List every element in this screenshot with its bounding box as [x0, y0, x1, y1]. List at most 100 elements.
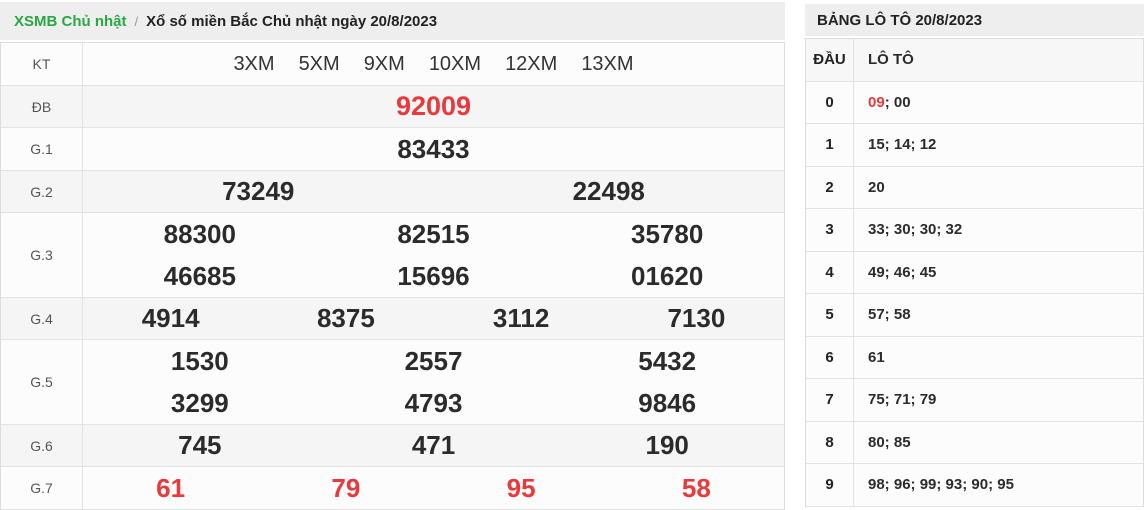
result-number: 5432: [638, 345, 697, 376]
prize-row-g1: G.1 83433: [1, 128, 784, 171]
loto-dau: 1: [806, 124, 854, 166]
result-number: 88300: [163, 218, 236, 249]
prize-label: G.7: [1, 467, 83, 509]
prize-row-g7: G.7 61 79 95 58: [1, 467, 784, 510]
kt-value: 13XM: [581, 52, 634, 75]
loto-values: 61: [868, 348, 885, 366]
result-number: 3299: [170, 387, 229, 418]
prize-row-db: ĐB 92009: [1, 86, 784, 128]
result-number: 15696: [397, 260, 470, 291]
loto-values: 09; 00: [854, 82, 1143, 124]
result-number: 8375: [316, 303, 375, 333]
result-number: 83433: [397, 133, 470, 164]
loto-header-dau: ĐẦU: [806, 39, 854, 81]
loto-header-row: ĐẦU LÔ TÔ: [806, 39, 1143, 82]
result-number: 190: [645, 430, 689, 460]
loto-values: 49; 46; 45: [868, 263, 937, 281]
kt-value: 10XM: [428, 52, 482, 75]
loto-row-3: 3 33; 30; 30; 32: [806, 209, 1143, 252]
result-number: 46685: [163, 260, 236, 291]
loto-row-8: 8 80; 85: [806, 421, 1143, 464]
loto-dau: 6: [806, 336, 854, 378]
result-number: 01620: [631, 260, 704, 291]
result-number: 92009: [395, 91, 472, 121]
result-line: 88300 82515 35780: [83, 213, 784, 255]
prize-row-g4: G.4 4914 8375 3112 7130: [1, 298, 784, 340]
breadcrumb-separator: /: [134, 13, 139, 29]
loto-values: 33; 30; 30; 32: [868, 221, 963, 239]
loto-value-red: 09: [868, 93, 885, 111]
kt-value: 3XM: [233, 52, 275, 75]
kt-values: 3XM 5XM 9XM 10XM 12XM 13XM: [83, 43, 784, 85]
loto-values: 20: [868, 178, 885, 196]
loto-title: BẢNG LÔ TÔ 20/8/2023: [805, 4, 1144, 36]
result-number: 3112: [492, 303, 550, 333]
loto-values: 57; 58: [868, 306, 911, 324]
result-number: 82515: [397, 218, 470, 249]
loto-row-0: 0 09; 00: [806, 81, 1143, 124]
loto-header-loto: LÔ TÔ: [868, 51, 914, 69]
loto-panel: BẢNG LÔ TÔ 20/8/2023 ĐẦU LÔ TÔ 0 09; 00 …: [805, 0, 1144, 508]
result-number: 471: [411, 430, 456, 460]
loto-row-1: 1 15; 14; 12: [806, 124, 1143, 167]
loto-table: ĐẦU LÔ TÔ 0 09; 00 1 15; 14; 12 2 20 3 3…: [805, 38, 1144, 507]
breadcrumb: XSMB Chủ nhật / Xổ số miền Bắc Chủ nhật …: [0, 2, 785, 40]
kt-value: 5XM: [298, 52, 340, 75]
loto-row-6: 6 61: [806, 336, 1143, 379]
loto-row-5: 5 57; 58: [806, 294, 1143, 337]
loto-dau: 9: [806, 464, 854, 506]
loto-value: ; 00: [884, 93, 911, 111]
loto-row-2: 2 20: [806, 166, 1143, 209]
breadcrumb-link-xsmb[interactable]: XSMB Chủ nhật: [14, 12, 127, 30]
result-number: 2557: [404, 345, 463, 376]
result-number: 58: [681, 472, 711, 503]
prize-label: G.3: [1, 213, 83, 297]
prize-label: KT: [1, 43, 83, 85]
loto-values: 75; 71; 79: [868, 391, 937, 409]
result-number: 79: [331, 472, 361, 503]
prize-row-kt: KT 3XM 5XM 9XM 10XM 12XM 13XM: [1, 43, 784, 86]
prize-row-g2: G.2 73249 22498: [1, 171, 784, 213]
result-number: 73249: [222, 176, 295, 206]
results-table: KT 3XM 5XM 9XM 10XM 12XM 13XM ĐB 92009: [0, 42, 785, 510]
prize-label: G.4: [1, 298, 83, 339]
results-panel: XSMB Chủ nhật / Xổ số miền Bắc Chủ nhật …: [0, 2, 785, 510]
result-number: 4914: [141, 303, 200, 333]
prize-label: G.6: [1, 425, 83, 466]
result-line: 1530 2557 5432: [83, 340, 784, 382]
loto-row-9: 9 98; 96; 99; 93; 90; 95: [806, 464, 1143, 507]
result-number: 61: [156, 472, 186, 503]
loto-dau: 2: [806, 166, 854, 208]
prize-label: G.2: [1, 171, 83, 212]
loto-dau: 5: [806, 294, 854, 336]
prize-row-g5: G.5 1530 2557 5432 3299 4793 9846: [1, 340, 784, 425]
result-number: 22498: [572, 176, 645, 206]
result-number: 7130: [667, 303, 726, 333]
prize-label: G.5: [1, 340, 83, 424]
loto-row-4: 4 49; 46; 45: [806, 251, 1143, 294]
prize-row-g3: G.3 88300 82515 35780 46685 15696 01620: [1, 213, 784, 298]
loto-values: 98; 96; 99; 93; 90; 95: [868, 476, 1014, 494]
prize-label: ĐB: [1, 86, 83, 127]
result-number: 9846: [638, 387, 697, 418]
loto-values: 80; 85: [868, 433, 911, 451]
result-line: 46685 15696 01620: [83, 255, 784, 297]
result-number: 4793: [404, 387, 463, 418]
result-number: 95: [506, 472, 536, 503]
loto-dau: 4: [806, 251, 854, 293]
prize-label: G.1: [1, 128, 83, 170]
loto-dau: 3: [806, 209, 854, 251]
page-title: Xổ số miền Bắc Chủ nhật ngày 20/8/2023: [146, 12, 438, 30]
loto-values: 15; 14; 12: [868, 136, 937, 154]
loto-dau: 0: [806, 81, 854, 123]
result-number: 1530: [170, 345, 229, 376]
kt-value: 12XM: [505, 52, 558, 75]
result-number: 745: [178, 430, 222, 460]
result-number: 35780: [631, 218, 704, 249]
loto-row-7: 7 75; 71; 79: [806, 379, 1143, 422]
kt-value: 9XM: [363, 52, 405, 75]
loto-dau: 7: [806, 379, 854, 421]
result-line: 3299 4793 9846: [83, 382, 784, 424]
prize-row-g6: G.6 745 471 190: [1, 425, 784, 467]
